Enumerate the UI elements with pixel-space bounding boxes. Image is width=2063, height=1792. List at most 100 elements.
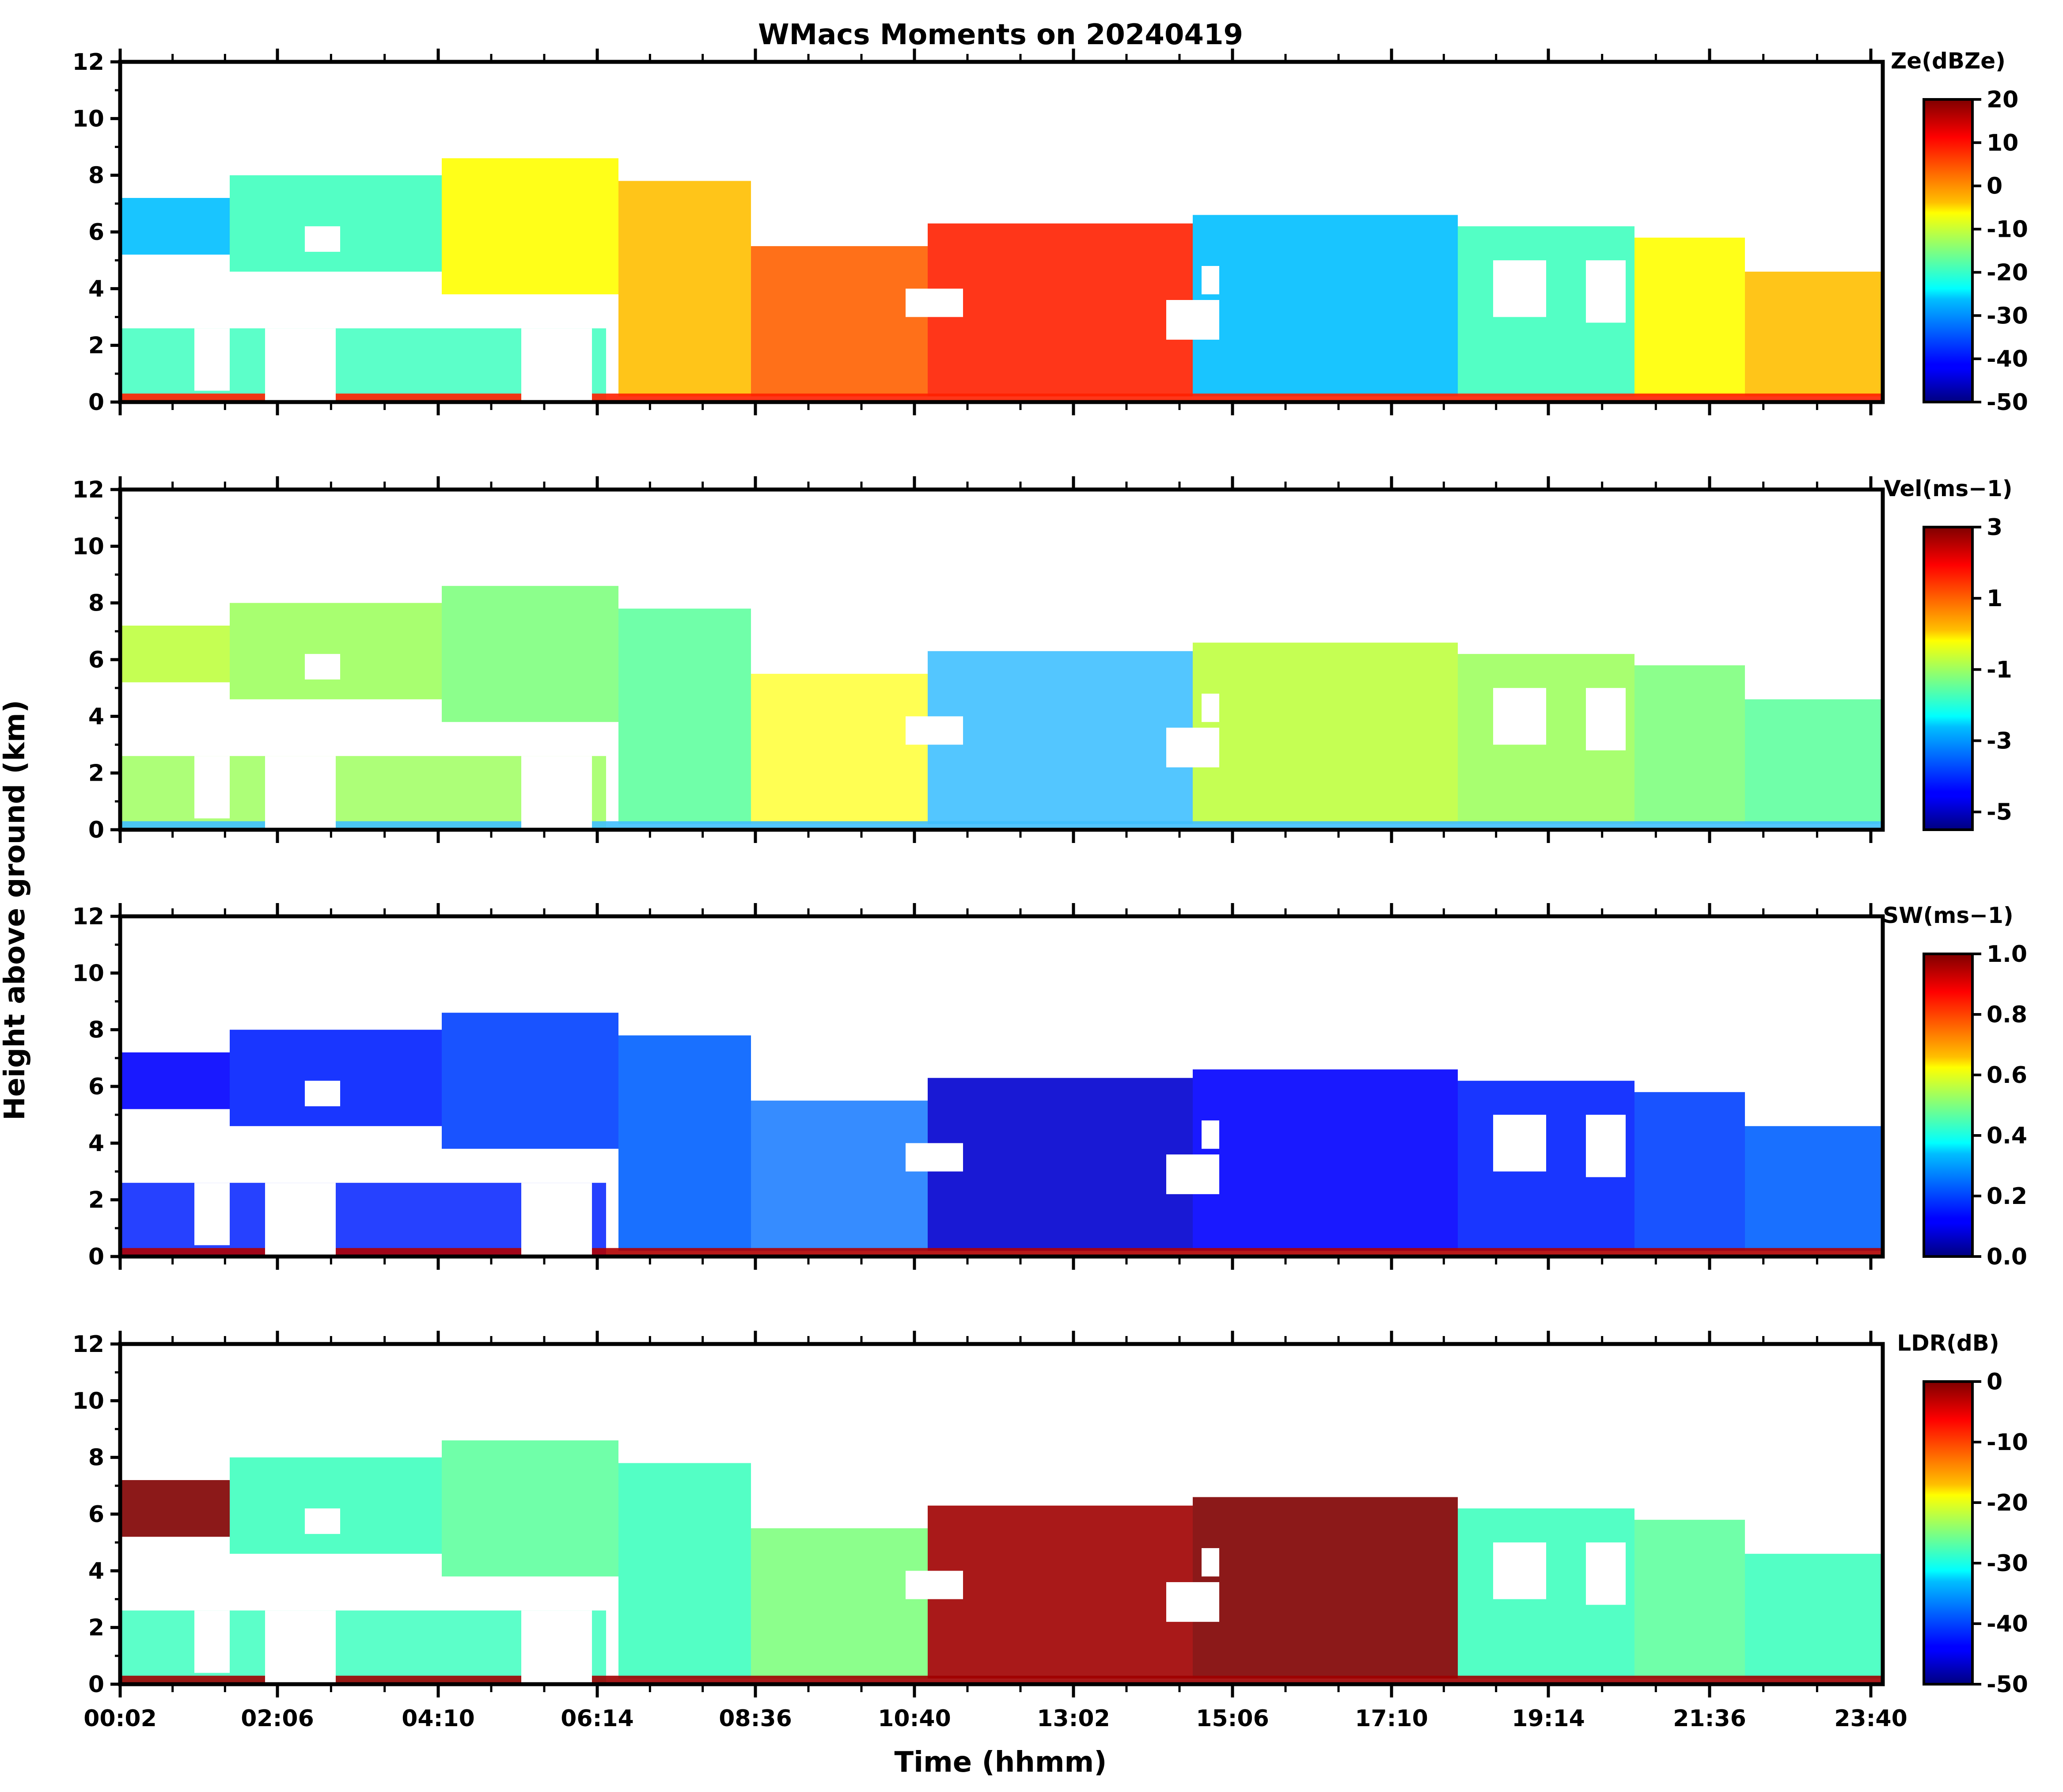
clear-gap bbox=[194, 328, 230, 391]
clear-gap bbox=[521, 328, 592, 402]
clear-gap bbox=[1493, 1115, 1546, 1172]
y-tick-label: 8 bbox=[88, 1017, 104, 1044]
clear-gap bbox=[1166, 300, 1219, 340]
clear-gap bbox=[521, 1183, 592, 1257]
colorbar-tick-label: -10 bbox=[1987, 1429, 2028, 1456]
y-tick-label: 4 bbox=[88, 1558, 104, 1584]
colorbar-tick-label: 0 bbox=[1987, 173, 2002, 200]
colorbar-tick-label: 0 bbox=[1987, 1369, 2002, 1395]
echo-region bbox=[618, 608, 751, 824]
x-tick-label: 15:06 bbox=[1196, 1705, 1269, 1732]
clear-gap bbox=[906, 289, 963, 317]
colorbar-tick-label: -5 bbox=[1987, 799, 2012, 826]
echo-region bbox=[618, 1463, 751, 1679]
y-tick-label: 12 bbox=[72, 904, 104, 930]
y-tick-label: 4 bbox=[88, 276, 104, 302]
echo-region bbox=[230, 603, 442, 699]
echo-region bbox=[618, 181, 751, 397]
echo-region bbox=[1745, 1553, 1883, 1679]
figure-title: WMacs Moments on 20240419 bbox=[758, 19, 1243, 51]
y-tick-label: 4 bbox=[88, 703, 104, 730]
echo-region bbox=[120, 1052, 230, 1109]
echo-region bbox=[442, 158, 618, 295]
echo-region bbox=[1745, 699, 1883, 824]
colorbar-label: LDR(dB) bbox=[1897, 1330, 1999, 1356]
colorbar-tick-label: -50 bbox=[1987, 1671, 2028, 1698]
clear-gap bbox=[194, 1610, 230, 1673]
y-tick-label: 6 bbox=[88, 1074, 104, 1100]
colorbar-tick-label: 1.0 bbox=[1987, 941, 2027, 968]
y-tick-label: 10 bbox=[72, 106, 104, 132]
clear-gap bbox=[1586, 1115, 1626, 1177]
y-tick-label: 12 bbox=[72, 49, 104, 76]
echo-region bbox=[751, 1101, 928, 1251]
clear-gap bbox=[305, 1081, 340, 1106]
y-tick-label: 10 bbox=[72, 960, 104, 987]
echo-region bbox=[442, 1440, 618, 1577]
clear-gap bbox=[1586, 260, 1626, 323]
colorbar-tick-label: -20 bbox=[1987, 1490, 2028, 1516]
y-tick-label: 2 bbox=[88, 760, 104, 787]
echo-region bbox=[230, 175, 442, 272]
colorbar-tick-label: 0.6 bbox=[1987, 1062, 2027, 1089]
colorbar-tick-label: 0.2 bbox=[1987, 1183, 2027, 1210]
echo-region bbox=[1193, 215, 1458, 397]
echo-region bbox=[1193, 1497, 1458, 1679]
x-tick-label: 02:06 bbox=[241, 1705, 314, 1732]
colorbar-tick-label: -40 bbox=[1987, 1611, 2028, 1637]
y-tick-label: 0 bbox=[88, 817, 104, 843]
echo-region bbox=[751, 246, 928, 397]
clear-gap bbox=[305, 226, 340, 252]
echo-region bbox=[1634, 1092, 1745, 1251]
echo-region bbox=[120, 198, 230, 255]
colorbar-tick-label: -1 bbox=[1987, 657, 2012, 683]
echo-region bbox=[1193, 1069, 1458, 1251]
x-tick-label: 04:10 bbox=[402, 1705, 475, 1732]
clear-gap bbox=[305, 654, 340, 680]
clear-gap bbox=[521, 756, 592, 830]
clear-gap bbox=[1166, 1582, 1219, 1622]
y-tick-label: 8 bbox=[88, 163, 104, 189]
clear-gap bbox=[521, 1610, 592, 1684]
colorbar-tick-label: -50 bbox=[1987, 389, 2028, 416]
y-tick-label: 12 bbox=[72, 1331, 104, 1358]
colorbar-tick-label: -10 bbox=[1987, 216, 2028, 243]
clear-gap bbox=[1166, 728, 1219, 767]
echo-region bbox=[230, 1029, 442, 1126]
colorbar-tick-label: 20 bbox=[1987, 87, 2018, 113]
clear-gap bbox=[1493, 260, 1546, 317]
colorbar bbox=[1923, 953, 1974, 1258]
y-axis-label: Height above ground (km) bbox=[0, 700, 31, 1120]
echo-region bbox=[751, 674, 928, 824]
colorbar-tick-label: 0.0 bbox=[1987, 1244, 2027, 1270]
echo-region bbox=[442, 586, 618, 722]
clear-gap bbox=[265, 1183, 336, 1257]
x-tick-label: 23:40 bbox=[1834, 1705, 1908, 1732]
clear-gap bbox=[1202, 694, 1219, 722]
echo-region bbox=[442, 1013, 618, 1149]
y-tick-label: 4 bbox=[88, 1130, 104, 1157]
clear-gap bbox=[265, 756, 336, 830]
panel-1: 0 2 4 6 8 10 12 Ze(dBZe) 20 10 0 -10 -20 -30 -40 -50 bbox=[72, 48, 2028, 416]
echo-region bbox=[928, 1078, 1193, 1251]
x-tick-label: 19:14 bbox=[1512, 1705, 1585, 1732]
x-tick-label: 10:40 bbox=[878, 1705, 951, 1732]
colorbar-tick-label: -30 bbox=[1987, 1550, 2028, 1577]
y-tick-label: 2 bbox=[88, 333, 104, 359]
clear-gap bbox=[1493, 1542, 1546, 1599]
clear-gap bbox=[906, 1571, 963, 1599]
y-tick-label: 0 bbox=[88, 389, 104, 416]
x-tick-label: 21:36 bbox=[1673, 1705, 1746, 1732]
y-tick-label: 0 bbox=[88, 1244, 104, 1270]
clear-gap bbox=[1202, 1548, 1219, 1577]
colorbar bbox=[1923, 526, 1974, 831]
echo-region bbox=[1193, 642, 1458, 824]
x-tick-label: 00:02 bbox=[83, 1705, 157, 1732]
clear-gap bbox=[305, 1508, 340, 1534]
echo-region bbox=[928, 651, 1193, 824]
x-tick-label: 08:36 bbox=[719, 1705, 792, 1732]
x-tick-label: 13:02 bbox=[1037, 1705, 1110, 1732]
clear-gap bbox=[906, 1143, 963, 1172]
echo-region bbox=[751, 1528, 928, 1679]
